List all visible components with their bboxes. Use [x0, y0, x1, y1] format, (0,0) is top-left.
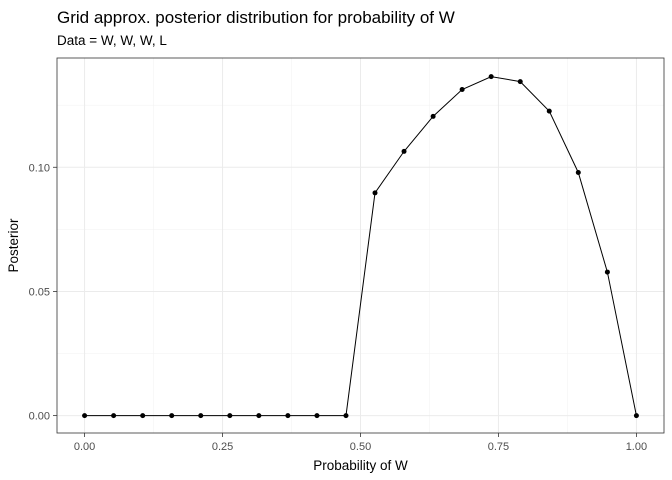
data-layer — [82, 74, 639, 419]
x-tick-label: 1.00 — [626, 441, 647, 453]
posterior-point — [285, 413, 291, 419]
posterior-point — [372, 190, 378, 196]
posterior-point — [169, 413, 175, 419]
x-tick-label: 0.25 — [212, 441, 233, 453]
y-tick-label: 0.00 — [29, 411, 50, 423]
y-tick-label: 0.10 — [29, 162, 50, 174]
posterior-point — [488, 74, 494, 80]
posterior-point — [604, 269, 610, 275]
y-tick-label: 0.05 — [29, 286, 50, 298]
posterior-point — [575, 169, 581, 175]
x-tick-label: 0.50 — [350, 441, 371, 453]
y-axis-title: Posterior — [6, 218, 21, 273]
chart-title: Grid approx. posterior distribution for … — [57, 8, 455, 27]
posterior-point — [459, 87, 465, 93]
posterior-point — [256, 413, 262, 419]
x-axis-title: Probability of W — [313, 458, 408, 473]
posterior-point — [198, 413, 204, 419]
axes: 0.00 0.25 0.50 0.75 1.00 0.00 0.05 0.10 — [29, 162, 648, 453]
x-tick-label: 0.00 — [74, 441, 95, 453]
posterior-point — [633, 413, 639, 419]
posterior-line — [84, 76, 637, 417]
x-tick-label: 0.75 — [488, 441, 509, 453]
posterior-point — [401, 148, 407, 154]
grid-lines — [57, 58, 664, 433]
posterior-point — [111, 413, 117, 419]
posterior-point — [430, 113, 436, 119]
posterior-point — [140, 413, 146, 419]
chart-subtitle: Data = W, W, W, L — [57, 33, 167, 48]
posterior-point — [343, 413, 349, 419]
posterior-point — [82, 413, 88, 419]
posterior-point — [314, 413, 320, 419]
posterior-point — [227, 413, 233, 419]
posterior-point — [546, 108, 552, 114]
posterior-point — [517, 79, 523, 85]
